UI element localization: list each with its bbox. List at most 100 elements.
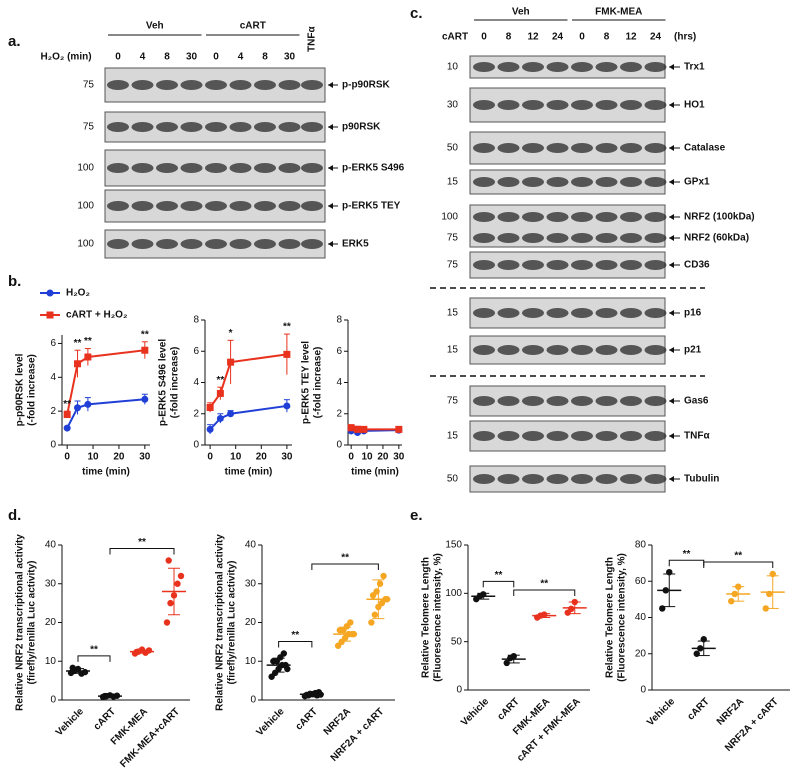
molecular-weight: 15 (447, 345, 459, 356)
blot-band (546, 233, 569, 243)
blot-band (522, 62, 544, 72)
data-point (206, 404, 214, 411)
blot-band (131, 80, 154, 90)
y-tick-label: 20 (245, 617, 257, 628)
protein-label: GPx1 (684, 177, 710, 188)
molecular-weight: 75 (83, 122, 95, 133)
blot-band (107, 239, 129, 249)
x-tick-label: 0 (207, 452, 213, 463)
y-axis-label: p-ERK5 S496 level (158, 339, 169, 426)
blot-band (644, 233, 667, 243)
blot-band (522, 233, 544, 243)
blot-band (571, 143, 593, 153)
significance-bracket (109, 548, 175, 555)
protein-label: p90RSK (342, 122, 381, 133)
blot-band (180, 122, 203, 132)
data-point (360, 425, 368, 433)
y-axis-label: Relative NRF2 transcriptional activity (15, 534, 26, 711)
blot-band (571, 177, 593, 187)
lane-label: TNFα (307, 26, 318, 52)
blot-band (620, 431, 642, 441)
blot-band (254, 80, 276, 90)
lane-label: 0 (115, 52, 121, 63)
legend-marker (46, 311, 54, 319)
blot-band (522, 308, 544, 318)
blot-band (473, 345, 495, 355)
molecular-weight: 75 (83, 80, 95, 91)
lane-label: 0 (481, 32, 487, 43)
arrow-head (669, 214, 674, 220)
x-tick-label: 30 (281, 452, 293, 463)
blot-band (229, 80, 252, 90)
blot-band (546, 431, 569, 441)
molecular-weight: 10 (447, 62, 459, 73)
x-tick-label: cART (685, 696, 711, 722)
blot-band (205, 163, 227, 173)
data-point (81, 668, 89, 676)
blot-band (254, 163, 276, 173)
blot-band (522, 396, 544, 406)
blot-band (254, 122, 276, 132)
y-tick-label: 2 (50, 406, 56, 417)
blot-band (644, 143, 667, 153)
blot-band (229, 122, 252, 132)
blot-band (278, 163, 301, 173)
data-point (74, 404, 82, 412)
blot-band (473, 100, 495, 110)
group-label: Veh (512, 7, 530, 18)
blot-band (620, 474, 642, 484)
y-tick-label: 6 (193, 346, 199, 357)
lane-label: 24 (552, 32, 564, 43)
arrow-head (669, 398, 674, 404)
unit-label: (hrs) (674, 32, 696, 43)
x-tick-label: Vehicle (645, 696, 677, 728)
significance-bracket (278, 641, 313, 648)
significance-bracket (668, 559, 705, 567)
blot-band (473, 308, 495, 318)
arrow-head (669, 310, 674, 316)
y-tick-label: 0 (456, 685, 462, 696)
y-axis-label: (firefly/renilla Luc activity) (27, 561, 38, 685)
blot-band (156, 239, 178, 249)
blot-band (473, 396, 495, 406)
blot-band (546, 345, 569, 355)
arrow-head (669, 347, 674, 353)
y-axis-label: (-fold increase) (27, 354, 38, 426)
lane-label: 8 (164, 52, 170, 63)
blot-band (205, 80, 227, 90)
x-tick-label: 20 (256, 452, 268, 463)
y-axis-label: Relative Telomere Length (421, 557, 432, 678)
protein-label: CD36 (684, 260, 710, 271)
data-point (177, 572, 185, 580)
data-point (206, 425, 214, 433)
data-point (283, 402, 291, 410)
arrow-head (328, 203, 333, 209)
blot-band (497, 474, 520, 484)
protein-label: HO1 (684, 100, 705, 111)
blot-band (595, 143, 618, 153)
blot-band (644, 100, 667, 110)
arrow-head (328, 124, 333, 130)
blot-band (620, 345, 642, 355)
data-point (371, 611, 379, 618)
molecular-weight: 15 (447, 431, 459, 442)
blot-band (497, 233, 520, 243)
blot-band (620, 308, 642, 318)
lane-label: 8 (262, 52, 268, 63)
blot-band (229, 163, 252, 173)
blot-band (301, 163, 323, 173)
blot-band (156, 201, 178, 211)
y-tick-label: 0 (640, 685, 646, 696)
data-point (368, 619, 375, 626)
y-tick-label: 100 (445, 588, 462, 599)
data-point (762, 605, 769, 612)
blot-band (205, 122, 227, 132)
x-tick-label: 10 (87, 452, 99, 463)
significance: ** (683, 549, 691, 560)
data-point (63, 411, 71, 419)
blot-band (595, 345, 618, 355)
data-point (216, 414, 224, 422)
arrow-head (328, 165, 333, 171)
significance: ** (90, 644, 98, 655)
blot-band (156, 80, 178, 90)
